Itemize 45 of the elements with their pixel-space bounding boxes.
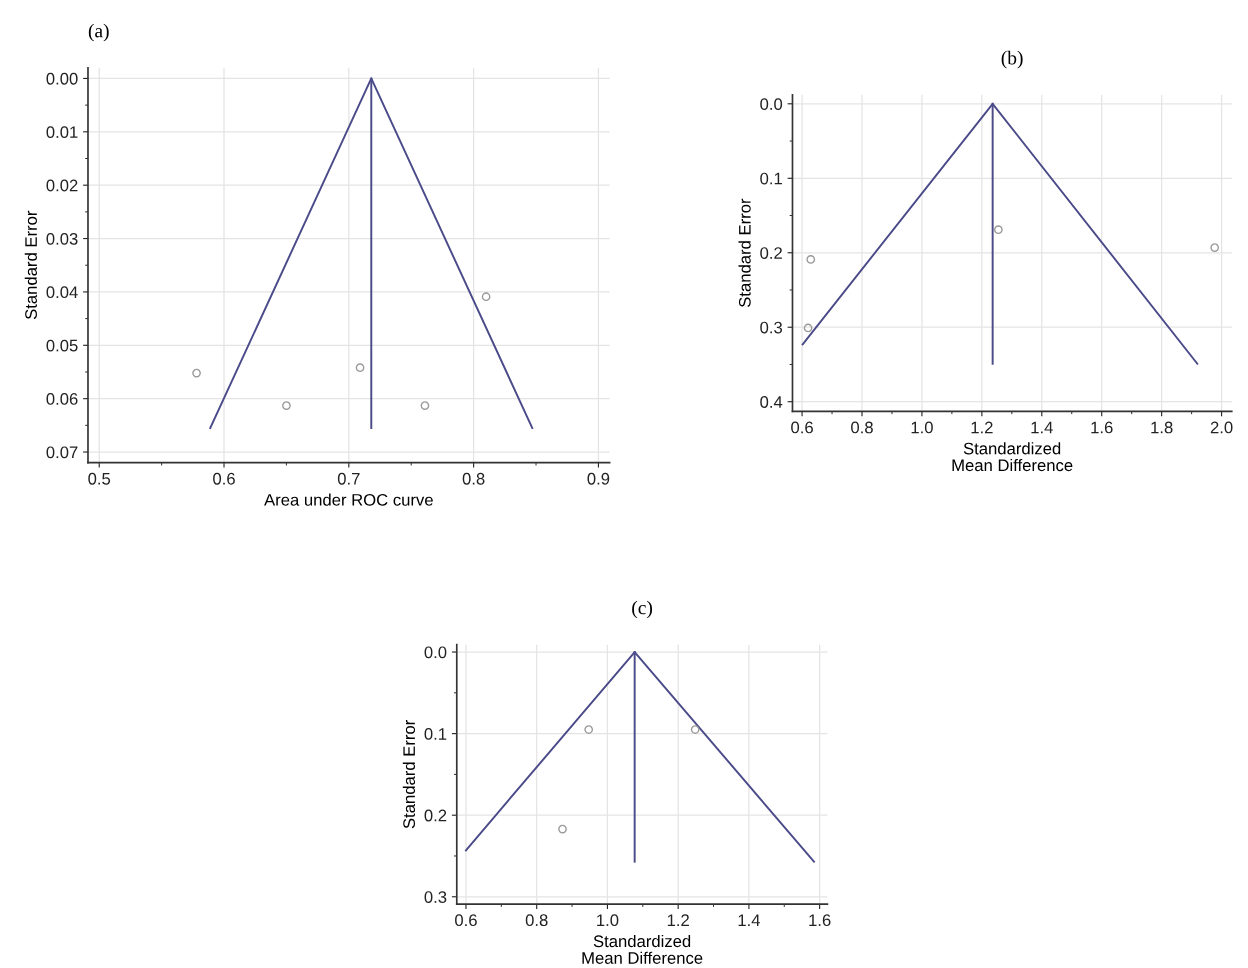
x-tick-label: 0.6 <box>455 914 477 927</box>
y-tick-label: 0.00 <box>46 72 78 85</box>
x-axis-title: Standardized Mean Difference <box>582 934 703 964</box>
y-tick-label: 0.05 <box>46 339 78 352</box>
y-tick-label: 0.02 <box>46 179 78 192</box>
y-tick-label: 0.0 <box>424 646 447 659</box>
y-tick-label: 0.4 <box>760 396 783 408</box>
y-tick-label: 0.06 <box>46 393 78 405</box>
y-axis-title: Standard Error <box>24 210 37 320</box>
y-tick-label: 0.07 <box>46 446 78 459</box>
x-tick-label: 1.4 <box>738 914 760 926</box>
x-tick-label: 2.0 <box>1210 421 1233 434</box>
y-tick-label: 0.3 <box>424 891 447 903</box>
x-tick-label: 0.7 <box>337 472 360 485</box>
x-tick-label: 1.0 <box>911 421 933 434</box>
x-tick-label: 0.8 <box>462 472 485 485</box>
y-tick-label: 0.01 <box>46 126 78 139</box>
x-tick-label: 1.2 <box>971 421 993 434</box>
x-axis-title: Area under ROC curve <box>264 493 433 506</box>
y-tick-label: 0.1 <box>760 172 782 185</box>
y-tick-label: 0.3 <box>760 321 783 334</box>
x-tick-label: 1.6 <box>1091 421 1113 434</box>
chart-title: (b) <box>1001 50 1023 69</box>
x-tick-label: 1.8 <box>1151 421 1173 434</box>
y-tick-label: 0.04 <box>46 286 78 299</box>
x-tick-label: 0.8 <box>851 421 873 434</box>
x-tick-label: 1.4 <box>1031 421 1053 434</box>
x-tick-label: 1.6 <box>809 914 831 927</box>
y-tick-label: 0.0 <box>760 98 783 110</box>
x-tick-label: 0.8 <box>525 914 548 927</box>
x-tick-label: 0.6 <box>791 421 813 434</box>
y-axis-title: Standard Error <box>738 198 751 308</box>
y-tick-label: 0.1 <box>424 728 447 740</box>
x-tick-label: 1.0 <box>597 914 619 927</box>
y-tick-label: 0.2 <box>424 809 447 822</box>
x-tick-label: 0.5 <box>88 472 111 485</box>
y-axis-title: Standard Error <box>402 720 416 829</box>
x-tick-label: 0.9 <box>587 472 610 485</box>
y-tick-label: 0.03 <box>46 232 78 245</box>
x-axis-title: Standardized Mean Difference <box>952 442 1073 472</box>
x-tick-label: 1.2 <box>667 914 689 926</box>
chart-title: (a) <box>88 23 109 42</box>
x-tick-label: 0.6 <box>213 472 235 485</box>
chart-title: (c) <box>632 600 653 619</box>
y-tick-label: 0.2 <box>760 247 782 259</box>
